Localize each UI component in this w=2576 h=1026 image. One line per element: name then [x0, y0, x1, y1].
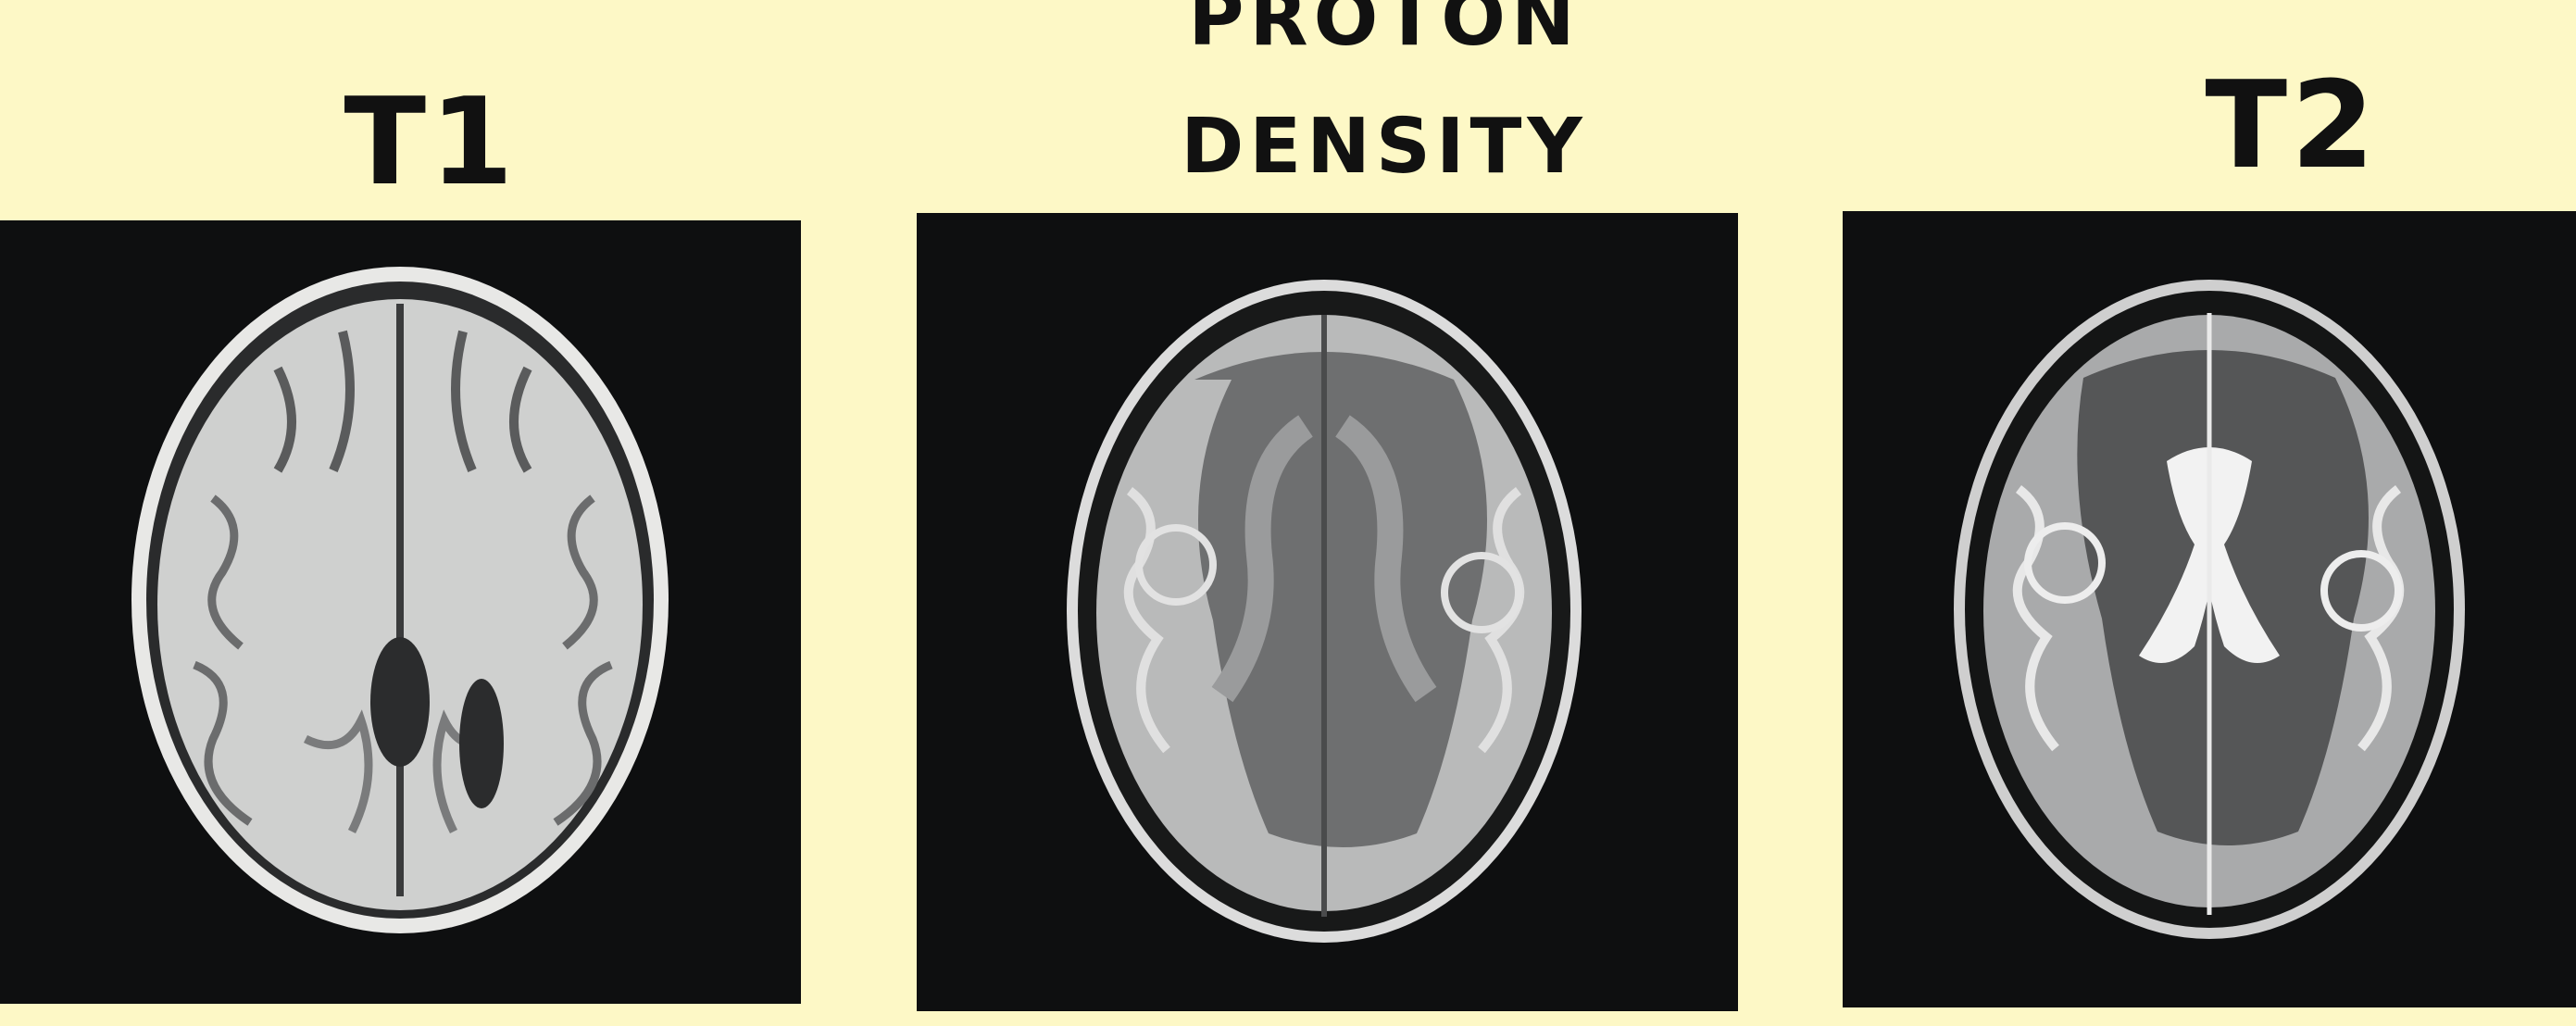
- proton-density-label-line2: DENSITY: [1181, 103, 1588, 191]
- proton-density-mri-panel: [917, 213, 1738, 1011]
- t2-brain-scan: [1954, 280, 2465, 939]
- t2-label: T2: [2205, 55, 2379, 195]
- t2-mri-panel: [1843, 211, 2576, 1007]
- t1-mri-panel: [0, 220, 801, 1004]
- t1-brain-scan: [131, 267, 669, 933]
- t1-label: T1: [344, 71, 518, 212]
- proton-density-brain-scan: [1067, 280, 1582, 943]
- proton-density-label-line1: PROTON: [1188, 0, 1581, 63]
